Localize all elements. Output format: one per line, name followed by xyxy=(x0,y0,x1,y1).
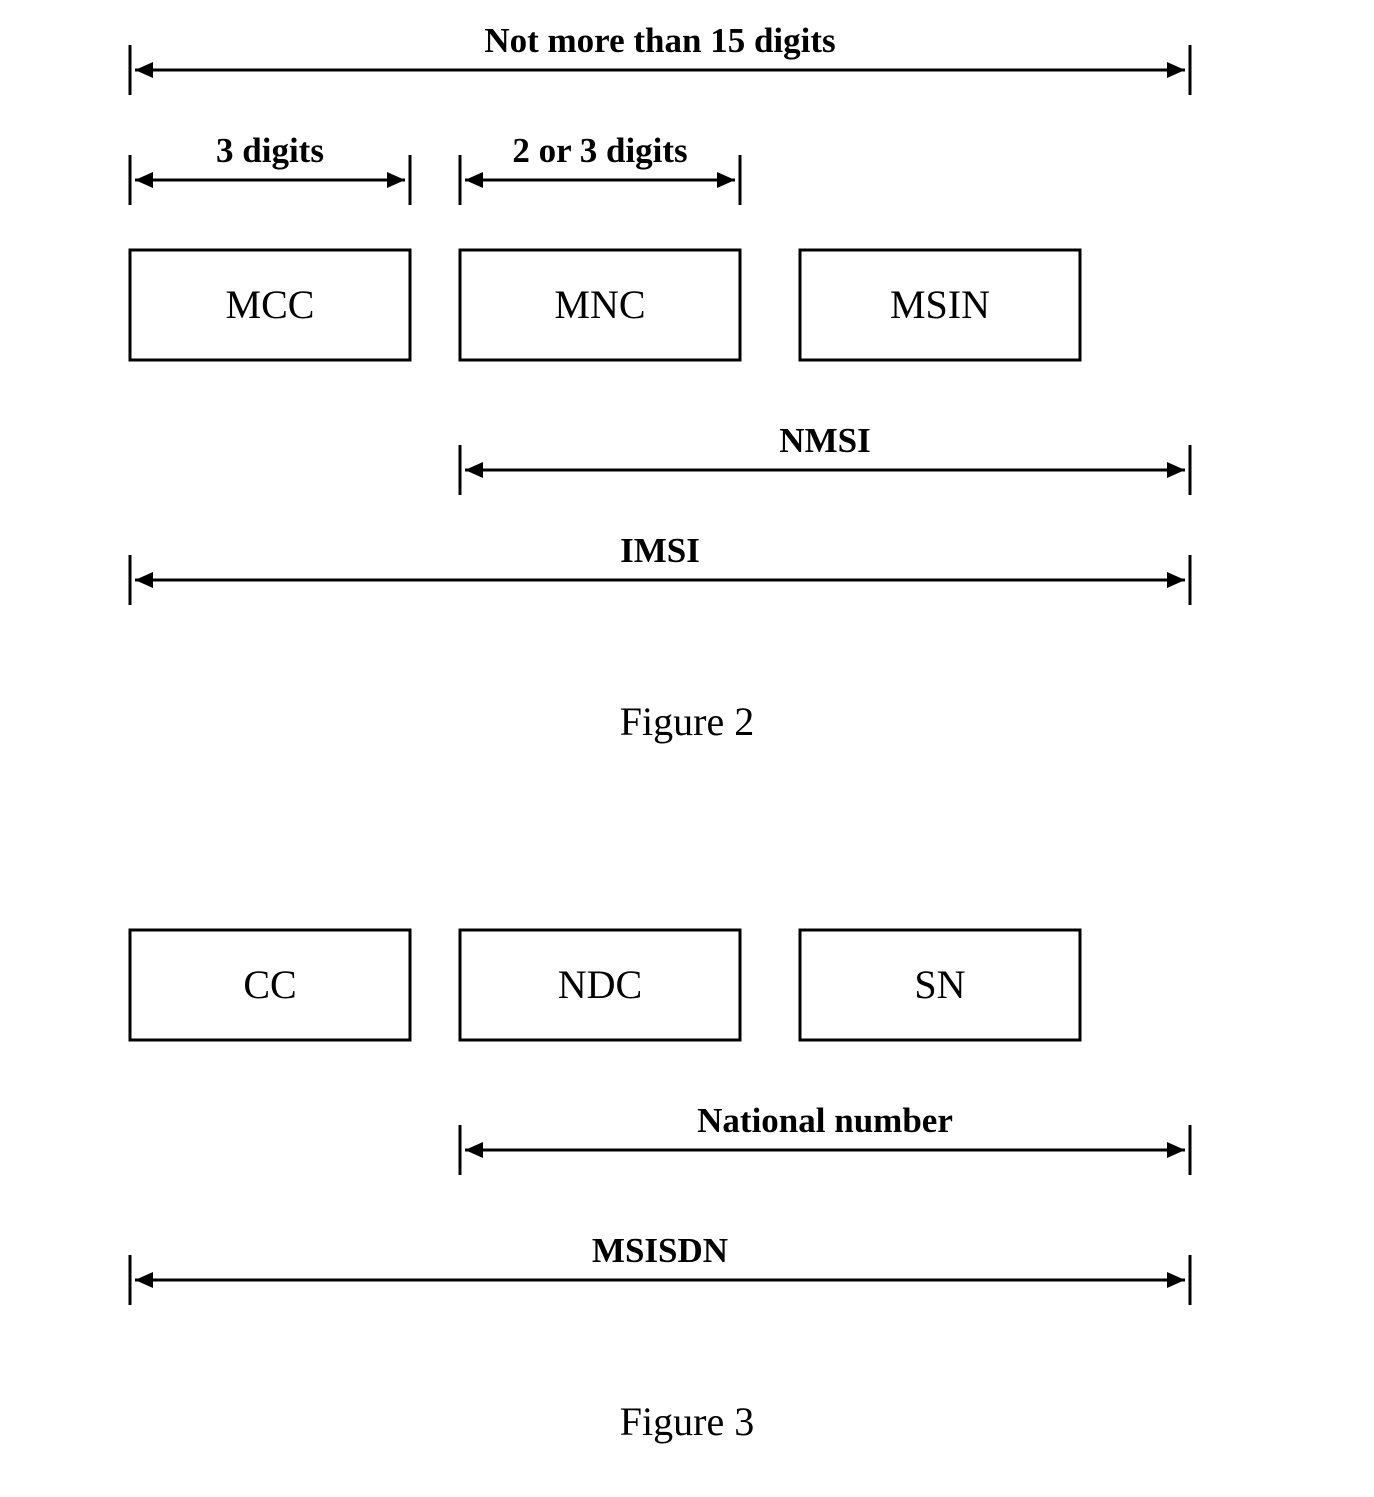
fig2-mcc-arrow-label: 3 digits xyxy=(216,131,324,170)
fig2-total-arrow: Not more than 15 digits xyxy=(130,21,1190,95)
fig3-msisdn-arrow: MSISDN xyxy=(130,1231,1190,1305)
fig2-nmsi-arrow-label: NMSI xyxy=(779,421,870,460)
fig3-national-arrow: National number xyxy=(460,1101,1190,1175)
fig3-ndc-box: NDC xyxy=(460,930,740,1040)
fig2-total-arrow-label: Not more than 15 digits xyxy=(484,21,835,60)
fig2-mcc-box-label: MCC xyxy=(226,282,315,327)
fig3-msisdn-arrow-label: MSISDN xyxy=(592,1231,728,1270)
fig2-mcc-box: MCC xyxy=(130,250,410,360)
fig3-sn-box-label: SN xyxy=(914,962,965,1007)
fig2-mnc-box: MNC xyxy=(460,250,740,360)
figure2-caption: Figure 2 xyxy=(620,699,754,744)
fig2-msin-box-label: MSIN xyxy=(890,282,990,327)
fig2-msin-box: MSIN xyxy=(800,250,1080,360)
figure3-caption: Figure 3 xyxy=(620,1399,754,1444)
fig2-mnc-arrow: 2 or 3 digits xyxy=(460,131,740,205)
fig2-imsi-arrow: IMSI xyxy=(130,531,1190,605)
fig3-sn-box: SN xyxy=(800,930,1080,1040)
fig2-mnc-box-label: MNC xyxy=(554,282,645,327)
fig2-mnc-arrow-label: 2 or 3 digits xyxy=(512,131,687,170)
fig2-mcc-arrow: 3 digits xyxy=(130,131,410,205)
fig2-imsi-arrow-label: IMSI xyxy=(620,531,700,570)
fig3-cc-box-label: CC xyxy=(243,962,296,1007)
fig2-nmsi-arrow: NMSI xyxy=(460,421,1190,495)
fig3-national-arrow-label: National number xyxy=(697,1101,953,1140)
fig3-ndc-box-label: NDC xyxy=(558,962,642,1007)
fig3-cc-box: CC xyxy=(130,930,410,1040)
